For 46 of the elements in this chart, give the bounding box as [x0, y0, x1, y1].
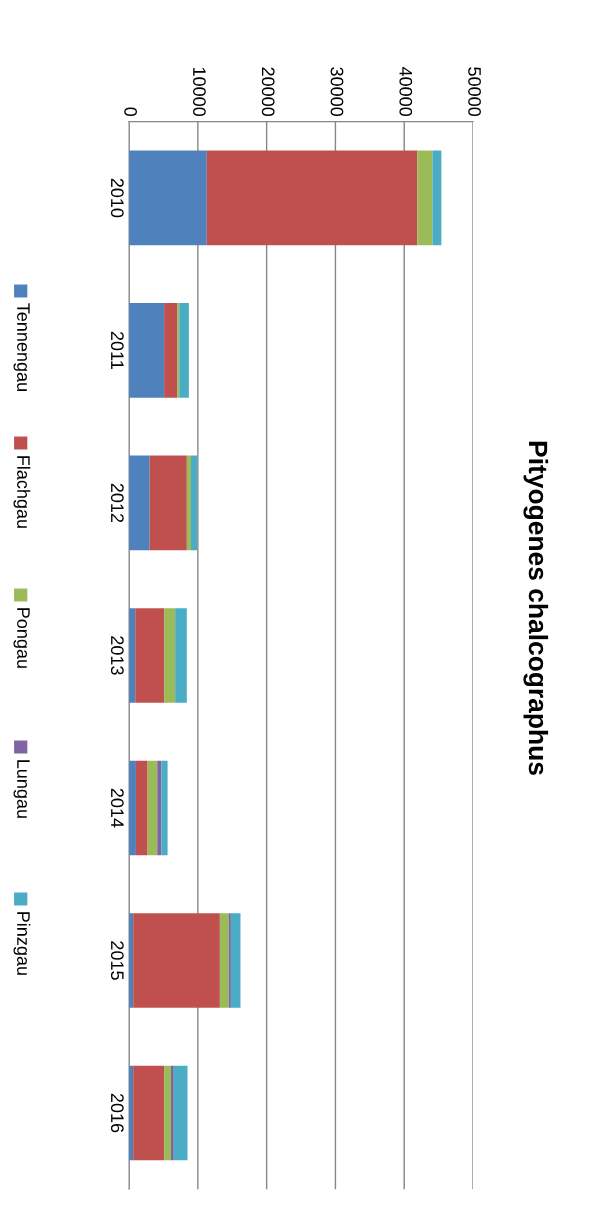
- bar: [164, 303, 178, 398]
- x-tick-label: 50000: [468, 67, 481, 117]
- bar: [179, 303, 189, 398]
- bar: [206, 150, 418, 246]
- bar: [135, 760, 148, 856]
- bar: [230, 913, 241, 1008]
- bar: [129, 303, 165, 398]
- bar: [135, 608, 165, 703]
- bar: [177, 303, 180, 398]
- bar: [190, 455, 198, 551]
- bar: [228, 913, 231, 1008]
- bar: [164, 1065, 172, 1161]
- x-tick-label: 0: [124, 107, 137, 117]
- x-tick-label: 40000: [399, 66, 413, 117]
- legend-label: Pinzgau: [13, 912, 31, 975]
- bar: [432, 150, 442, 246]
- bar: [133, 913, 220, 1008]
- y-tick-label: 2016: [110, 1093, 124, 1133]
- x-tick-label: 20000: [261, 67, 275, 117]
- legend-label: Lungau: [13, 760, 30, 818]
- bar: [171, 1065, 174, 1161]
- legend-label: Tennengau: [13, 303, 30, 391]
- bar: [161, 760, 168, 856]
- bar: [149, 455, 187, 551]
- legend-label: Pongau: [13, 608, 30, 668]
- x-tick-label: 30000: [330, 67, 344, 117]
- bar: [186, 455, 191, 551]
- x-tick-label: 10000: [193, 67, 206, 117]
- y-tick-label: 2010: [110, 178, 124, 218]
- y-tick-label: 2011: [110, 331, 124, 369]
- bar: [133, 1065, 165, 1161]
- bar: [417, 150, 433, 246]
- y-tick-label: 2012: [110, 483, 124, 523]
- bar: [164, 608, 176, 703]
- bar: [129, 455, 150, 551]
- legend-label: Flachgau: [13, 456, 31, 528]
- y-tick-label: 2015: [110, 941, 124, 980]
- bar: [173, 1065, 188, 1161]
- text: Pityogenes chalcographus: [523, 441, 549, 775]
- y-tick-label: 2013: [110, 636, 124, 675]
- bar: [157, 760, 162, 856]
- y-tick-label: 2014: [110, 788, 124, 828]
- bar: [175, 608, 187, 703]
- bar: [219, 913, 229, 1008]
- bar: [129, 150, 207, 246]
- bar: [147, 760, 158, 856]
